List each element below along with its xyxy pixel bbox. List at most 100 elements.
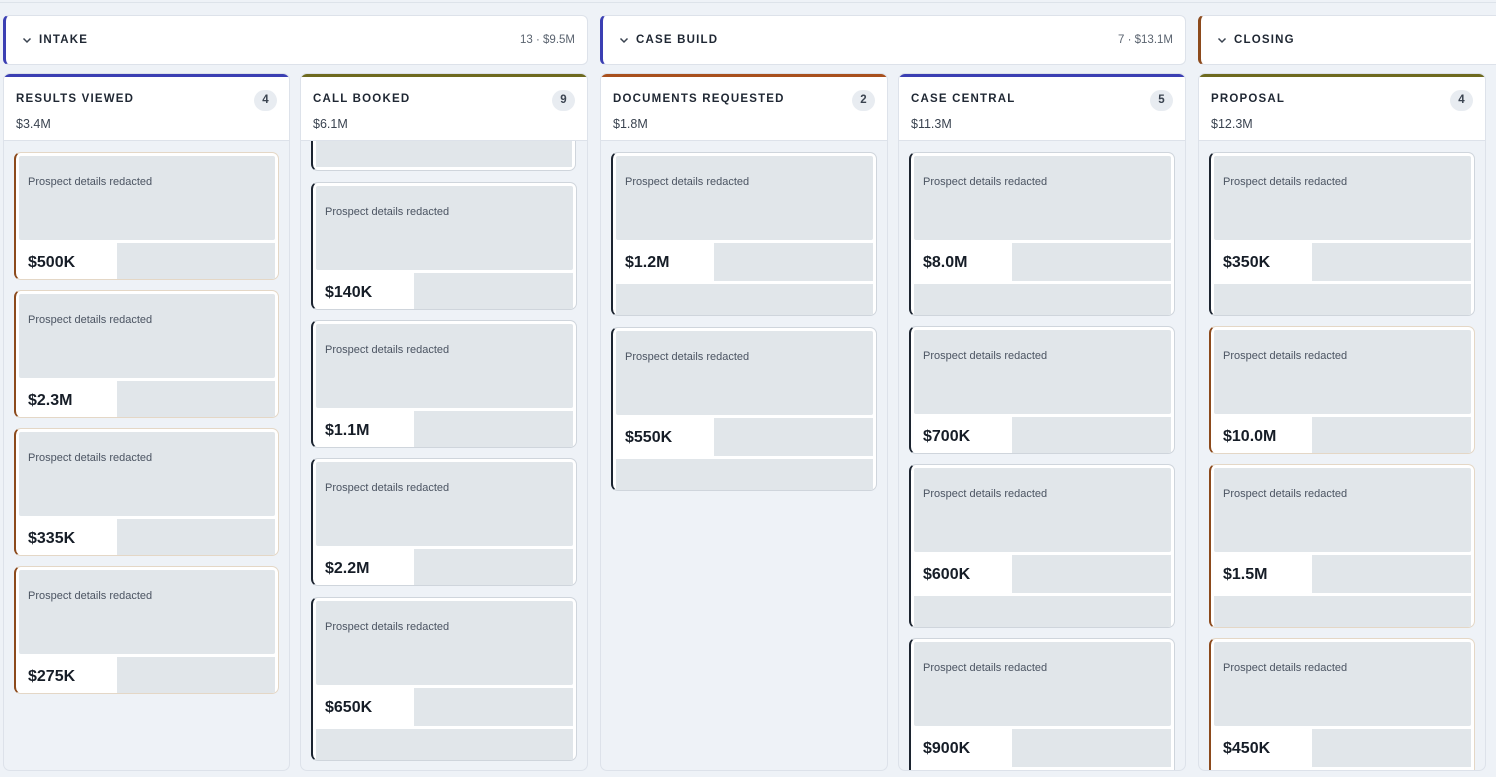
deal-card-partial[interactable] — [311, 141, 576, 171]
deal-card[interactable]: Prospect details redacted $8.0M — [909, 152, 1175, 316]
column-card-list[interactable]: Prospect details redacted $1.2M Prospect… — [601, 141, 887, 770]
chevron-down-icon[interactable] — [617, 33, 631, 47]
column-accent-bar — [899, 74, 1185, 77]
stage-group-title: CASE BUILD — [636, 34, 719, 46]
column-header[interactable]: CASE CENTRAL 5 $11.3M — [899, 77, 1185, 141]
chevron-down-icon[interactable] — [20, 33, 34, 47]
redacted-block — [316, 141, 572, 167]
card-placeholder-text: Prospect details redacted — [325, 482, 450, 494]
column-count-badge: 4 — [1450, 90, 1473, 111]
card-placeholder-text: Prospect details redacted — [325, 621, 450, 633]
redacted-details: Prospect details redacted — [914, 468, 1171, 552]
top-border — [0, 0, 1496, 3]
deal-card[interactable]: Prospect details redacted $1.5M — [1209, 464, 1475, 628]
card-value: $900K — [923, 740, 971, 757]
card-placeholder-text: Prospect details redacted — [1223, 662, 1348, 674]
column-card-list[interactable]: Prospect details redacted $140K Prospect… — [301, 141, 587, 770]
deal-card[interactable]: Prospect details redacted $10.0M — [1209, 326, 1475, 454]
card-placeholder-text: Prospect details redacted — [923, 662, 1048, 674]
column-header[interactable]: PROPOSAL 4 $12.3M — [1199, 77, 1485, 141]
card-value: $350K — [1223, 254, 1271, 271]
deal-card[interactable]: Prospect details redacted $335K — [14, 428, 279, 556]
deal-card[interactable]: Prospect details redacted $700K — [909, 326, 1175, 454]
column-card-list[interactable]: Prospect details redacted $350K Prospect… — [1199, 141, 1485, 770]
card-value: $550K — [625, 429, 673, 446]
deal-card[interactable]: Prospect details redacted $900K — [909, 638, 1175, 770]
column-total: $6.1M — [313, 117, 348, 131]
deal-card[interactable]: Prospect details redacted $140K — [311, 182, 577, 310]
column-header[interactable]: RESULTS VIEWED 4 $3.4M — [4, 77, 289, 141]
redacted-block — [1012, 417, 1171, 453]
redacted-block — [1012, 243, 1171, 281]
deal-card[interactable]: Prospect details redacted $275K — [14, 566, 279, 694]
deal-card[interactable]: Prospect details redacted $350K — [1209, 152, 1475, 316]
redacted-block — [714, 243, 873, 281]
card-value: $140K — [325, 284, 373, 301]
redacted-block — [117, 657, 275, 693]
column-case-central: CASE CENTRAL 5 $11.3M Prospect details r… — [898, 73, 1186, 771]
deal-card[interactable]: Prospect details redacted $1.2M — [611, 152, 877, 316]
deal-card[interactable]: Prospect details redacted $2.3M — [14, 290, 279, 418]
redacted-details: Prospect details redacted — [19, 570, 275, 654]
card-placeholder-text: Prospect details redacted — [625, 176, 750, 188]
card-value: $2.2M — [325, 560, 370, 577]
column-header[interactable]: CALL BOOKED 9 $6.1M — [301, 77, 587, 141]
column-header[interactable]: DOCUMENTS REQUESTED 2 $1.8M — [601, 77, 887, 141]
deal-card[interactable]: Prospect details redacted $2.2M — [311, 458, 577, 586]
card-placeholder-text: Prospect details redacted — [1223, 488, 1348, 500]
redacted-block — [914, 596, 1171, 627]
column-card-list[interactable]: Prospect details redacted $500K Prospect… — [4, 141, 289, 770]
stage-group-closing[interactable]: CLOSING — [1198, 15, 1496, 65]
stage-group-intake[interactable]: INTAKE 13 · $9.5M — [3, 15, 588, 65]
redacted-block — [1312, 417, 1471, 453]
redacted-block — [1214, 284, 1471, 315]
deal-card[interactable]: Prospect details redacted $650K — [311, 597, 577, 761]
redacted-details: Prospect details redacted — [316, 324, 573, 408]
redacted-details: Prospect details redacted — [316, 186, 573, 270]
redacted-block — [1312, 243, 1471, 281]
card-value: $1.2M — [625, 254, 670, 271]
column-results-viewed: RESULTS VIEWED 4 $3.4M Prospect details … — [3, 73, 290, 771]
column-accent-bar — [1199, 74, 1485, 77]
deal-card[interactable]: Prospect details redacted $450K — [1209, 638, 1475, 770]
redacted-block — [1012, 555, 1171, 593]
column-accent-bar — [4, 74, 289, 77]
column-accent-bar — [601, 74, 887, 77]
redacted-details: Prospect details redacted — [914, 642, 1171, 726]
card-placeholder-text: Prospect details redacted — [923, 350, 1048, 362]
stage-group-summary: 13 · $9.5M — [520, 34, 575, 46]
column-total: $11.3M — [911, 117, 952, 131]
column-total: $1.8M — [613, 117, 648, 131]
chevron-down-icon[interactable] — [1215, 33, 1229, 47]
redacted-details: Prospect details redacted — [316, 601, 573, 685]
card-value: $335K — [28, 530, 76, 547]
redacted-block — [1312, 729, 1471, 767]
redacted-block — [914, 284, 1171, 315]
column-count-badge: 4 — [254, 90, 277, 111]
deal-card[interactable]: Prospect details redacted $550K — [611, 327, 877, 491]
stage-group-case-build[interactable]: CASE BUILD 7 · $13.1M — [600, 15, 1186, 65]
card-placeholder-text: Prospect details redacted — [28, 452, 153, 464]
column-card-list[interactable]: Prospect details redacted $8.0M Prospect… — [899, 141, 1185, 770]
card-value: $700K — [923, 428, 971, 445]
redacted-details: Prospect details redacted — [616, 331, 873, 415]
column-title: PROPOSAL — [1211, 93, 1286, 105]
deal-card[interactable]: Prospect details redacted $500K — [14, 152, 279, 280]
stage-group-summary: 7 · $13.1M — [1118, 34, 1173, 46]
redacted-details: Prospect details redacted — [19, 156, 275, 240]
redacted-details: Prospect details redacted — [1214, 330, 1471, 414]
redacted-details: Prospect details redacted — [1214, 642, 1471, 726]
card-placeholder-text: Prospect details redacted — [923, 488, 1048, 500]
column-documents-requested: DOCUMENTS REQUESTED 2 $1.8M Prospect det… — [600, 73, 888, 771]
redacted-block — [316, 729, 573, 760]
redacted-block — [714, 418, 873, 456]
stage-group-title: CLOSING — [1234, 34, 1295, 46]
redacted-details: Prospect details redacted — [1214, 156, 1471, 240]
column-total: $3.4M — [16, 117, 51, 131]
card-value: $450K — [1223, 740, 1271, 757]
deal-card[interactable]: Prospect details redacted $1.1M — [311, 320, 577, 448]
redacted-details: Prospect details redacted — [19, 432, 275, 516]
redacted-block — [414, 549, 573, 585]
redacted-block — [1214, 596, 1471, 627]
deal-card[interactable]: Prospect details redacted $600K — [909, 464, 1175, 628]
